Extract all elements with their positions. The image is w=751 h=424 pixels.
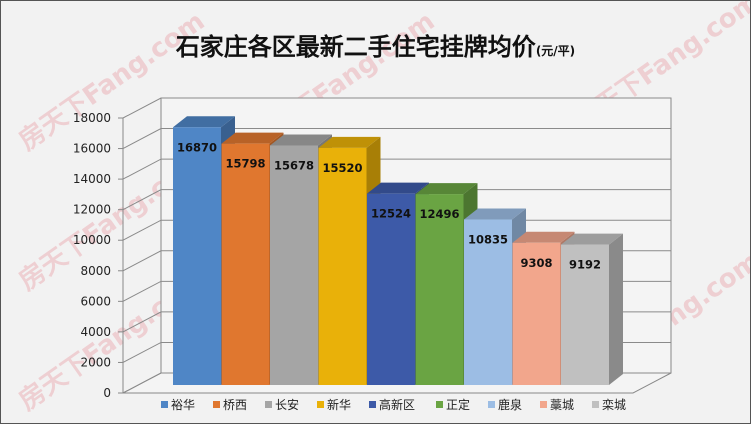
legend-swatch bbox=[488, 401, 495, 408]
y-tick-label: 18000 bbox=[73, 111, 111, 125]
data-label: 9192 bbox=[569, 258, 601, 272]
legend-label: 藁城 bbox=[550, 398, 574, 412]
data-label: 15520 bbox=[322, 161, 362, 175]
legend-label: 栾城 bbox=[602, 397, 626, 412]
gridline bbox=[122, 97, 671, 119]
bar bbox=[561, 244, 609, 385]
gridline bbox=[122, 128, 671, 149]
bar-top bbox=[464, 208, 526, 220]
bar-top bbox=[367, 182, 429, 194]
y-tick-label: 10000 bbox=[73, 233, 111, 247]
data-label: 12524 bbox=[371, 207, 411, 221]
legend-swatch bbox=[161, 401, 168, 408]
legend-swatch bbox=[317, 401, 324, 408]
y-tick-label: 2000 bbox=[80, 355, 111, 369]
legend-swatch bbox=[369, 401, 376, 408]
legend-swatch bbox=[592, 401, 599, 408]
chart-title: 石家庄各区最新二手住宅挂牌均价(元/平) bbox=[1, 27, 750, 62]
legend-label: 长安 bbox=[275, 397, 299, 412]
bar bbox=[367, 193, 415, 385]
bar-top bbox=[221, 132, 284, 144]
data-label: 15678 bbox=[274, 158, 314, 172]
bar-top bbox=[512, 231, 575, 243]
unit-label: (元/平) bbox=[535, 44, 576, 58]
bar-top bbox=[561, 233, 623, 245]
data-label: 9308 bbox=[520, 256, 552, 270]
gridline bbox=[122, 189, 671, 211]
y-tick-label: 16000 bbox=[73, 142, 111, 156]
bar bbox=[512, 242, 561, 385]
bar-top bbox=[318, 136, 381, 148]
legend-swatch bbox=[265, 401, 272, 408]
bar-top bbox=[270, 134, 332, 146]
y-tick-label: 12000 bbox=[73, 203, 111, 217]
bar bbox=[415, 194, 464, 385]
legend-label: 高新区 bbox=[379, 397, 415, 412]
y-tick-label: 4000 bbox=[80, 325, 111, 339]
legend-label: 桥西 bbox=[223, 398, 247, 412]
y-tick-label: 6000 bbox=[80, 294, 111, 308]
title-text: 石家庄各区最新二手住宅挂牌均价 bbox=[175, 33, 536, 61]
y-tick-label: 8000 bbox=[80, 264, 111, 278]
bar bbox=[173, 127, 221, 385]
legend-label: 鹿泉 bbox=[498, 397, 522, 412]
data-label: 15798 bbox=[225, 157, 265, 171]
legend-swatch bbox=[436, 401, 443, 408]
y-tick-label: 14000 bbox=[73, 172, 111, 186]
y-tick-label: 0 bbox=[103, 386, 111, 400]
bar bbox=[464, 219, 512, 385]
legend-label: 新华 bbox=[327, 397, 351, 412]
legend-label: 裕华 bbox=[171, 397, 195, 412]
data-label: 16870 bbox=[177, 140, 217, 154]
legend-swatch bbox=[540, 401, 547, 408]
data-label: 12496 bbox=[419, 207, 459, 221]
bar bbox=[318, 147, 367, 385]
bar-栾城: 9192 bbox=[561, 233, 623, 385]
bar-side bbox=[609, 233, 623, 385]
data-label: 10835 bbox=[468, 232, 508, 246]
bar bbox=[221, 143, 270, 385]
legend-swatch bbox=[213, 401, 220, 408]
gridline bbox=[122, 158, 671, 180]
bar-top bbox=[415, 183, 478, 195]
legend-label: 正定 bbox=[446, 397, 470, 412]
bar bbox=[270, 145, 318, 385]
bar-top bbox=[173, 116, 235, 128]
